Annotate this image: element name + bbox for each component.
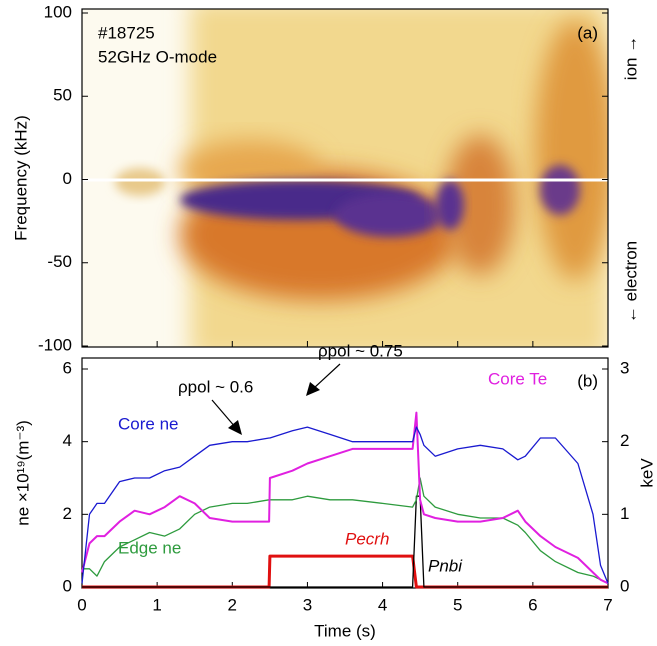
y2-axis-label: keV bbox=[637, 458, 656, 488]
series-label: Pnbi bbox=[428, 556, 463, 575]
annotation: ρpol ~ 0.6 bbox=[178, 377, 253, 396]
series-line bbox=[81, 411, 609, 585]
direction-label: ← electron bbox=[621, 241, 640, 323]
y-tick-label: 50 bbox=[53, 86, 72, 105]
series-line bbox=[82, 554, 608, 589]
y-tick-label: -50 bbox=[47, 252, 72, 271]
x-tick-label: 7 bbox=[603, 595, 612, 614]
series-line bbox=[82, 495, 608, 588]
x-axis-label: Time (s) bbox=[314, 621, 376, 640]
series-label: Pecrh bbox=[345, 529, 389, 548]
shot-number: #18725 bbox=[98, 23, 155, 42]
x-tick-label: 4 bbox=[378, 595, 387, 614]
y-tick-label: 4 bbox=[63, 431, 72, 450]
series-label: Edge ne bbox=[118, 538, 181, 557]
series-line bbox=[82, 477, 609, 584]
y-axis-label: Frequency (kHz) bbox=[11, 115, 30, 241]
axes-frame bbox=[81, 8, 609, 348]
series-label: Core ne bbox=[118, 414, 178, 433]
y-axis-label: ne ×10¹⁹(m⁻³) bbox=[13, 420, 32, 526]
mode-label: 52GHz O-mode bbox=[98, 47, 217, 66]
annotation-arrows bbox=[211, 363, 341, 435]
y-tick-label: -100 bbox=[38, 335, 72, 354]
y2-tick-label: 1 bbox=[620, 504, 629, 523]
spectrogram-image bbox=[82, 9, 608, 347]
y-tick-label: 0 bbox=[63, 169, 72, 188]
x-tick-label: 0 bbox=[77, 595, 86, 614]
annotation: ρpol ~ 0.75 bbox=[318, 341, 403, 360]
x-tick-label: 6 bbox=[528, 595, 537, 614]
panel-label: (b) bbox=[577, 371, 598, 390]
y-tick-label: 6 bbox=[63, 358, 72, 377]
x-tick-label: 1 bbox=[152, 595, 161, 614]
y-tick-label: 100 bbox=[44, 2, 72, 21]
y-tick-label: 0 bbox=[63, 576, 72, 595]
series-label: Core Te bbox=[488, 369, 547, 388]
direction-label: ion → bbox=[621, 36, 640, 80]
x-tick-label: 3 bbox=[303, 595, 312, 614]
y-tick-label: 2 bbox=[63, 504, 72, 523]
axes-frame bbox=[81, 357, 609, 589]
y2-tick-label: 3 bbox=[620, 358, 629, 377]
panel-label: (a) bbox=[577, 23, 598, 42]
x-tick-label: 5 bbox=[453, 595, 462, 614]
y2-tick-label: 2 bbox=[620, 431, 629, 450]
x-tick-label: 2 bbox=[228, 595, 237, 614]
y2-tick-label: 0 bbox=[620, 576, 629, 595]
series-line bbox=[81, 426, 609, 584]
